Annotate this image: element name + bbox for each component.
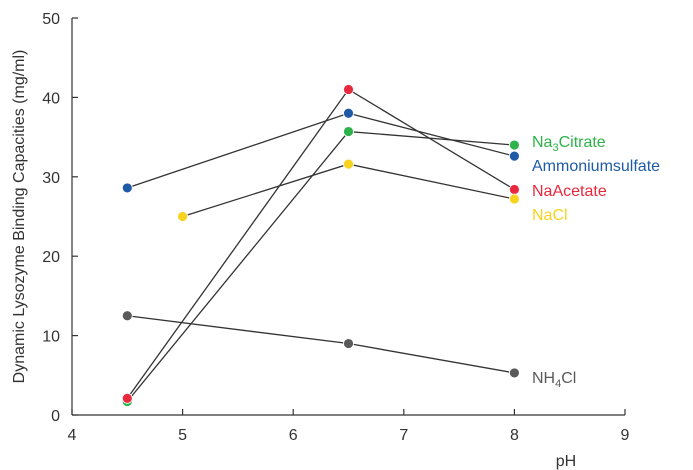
x-axis-title: pH: [556, 453, 576, 470]
data-point: [121, 310, 133, 322]
series-label: Ammoniumsulfate: [532, 158, 660, 175]
y-tick-label: 40: [42, 90, 60, 107]
axes: 0 10 20 30 40 50 4 5 6 7 8 9: [42, 11, 629, 444]
series-label: NaAcetate: [532, 183, 607, 200]
y-tick-label: 30: [42, 170, 60, 187]
series-label: NaCl: [532, 207, 568, 224]
data-point: [343, 158, 354, 170]
data-point: [343, 338, 354, 349]
x-tick-label: 5: [178, 427, 187, 444]
y-tick-label: 10: [42, 329, 60, 346]
series-line: [127, 112, 515, 189]
x-tick-label: 9: [621, 427, 630, 444]
series-labels: Na3Citrate Ammoniumsulfate NaAcetate NaCl NH…: [532, 134, 660, 390]
y-tick-label: 20: [42, 249, 60, 266]
series-line: [182, 163, 515, 218]
series-line: [126, 130, 515, 402]
y-tick-label: 50: [42, 11, 60, 28]
x-tick-label: 8: [510, 427, 519, 444]
y-axis-title: Dynamic Lysozyme Binding Capacities (mg/…: [11, 50, 28, 384]
data-point: [509, 139, 520, 151]
series-points: [121, 84, 520, 407]
data-point: [343, 84, 354, 95]
data-point: [509, 367, 520, 379]
data-point: [121, 182, 133, 194]
series-label: Na3Citrate: [532, 134, 606, 154]
y-tick-label: 0: [51, 408, 60, 425]
series-lines: [126, 88, 515, 402]
data-point: [343, 126, 354, 137]
x-tick-label: 4: [68, 427, 77, 444]
data-point: [509, 150, 520, 162]
series-label: NH4Cl: [532, 370, 576, 390]
data-point: [509, 193, 520, 205]
series-line: [127, 315, 515, 374]
series-line: [126, 88, 515, 399]
data-point: [177, 211, 189, 222]
data-point: [509, 184, 520, 195]
data-point: [121, 392, 133, 404]
x-tick-label: 7: [399, 427, 408, 444]
x-tick-label: 6: [289, 427, 298, 444]
data-point: [343, 107, 354, 119]
